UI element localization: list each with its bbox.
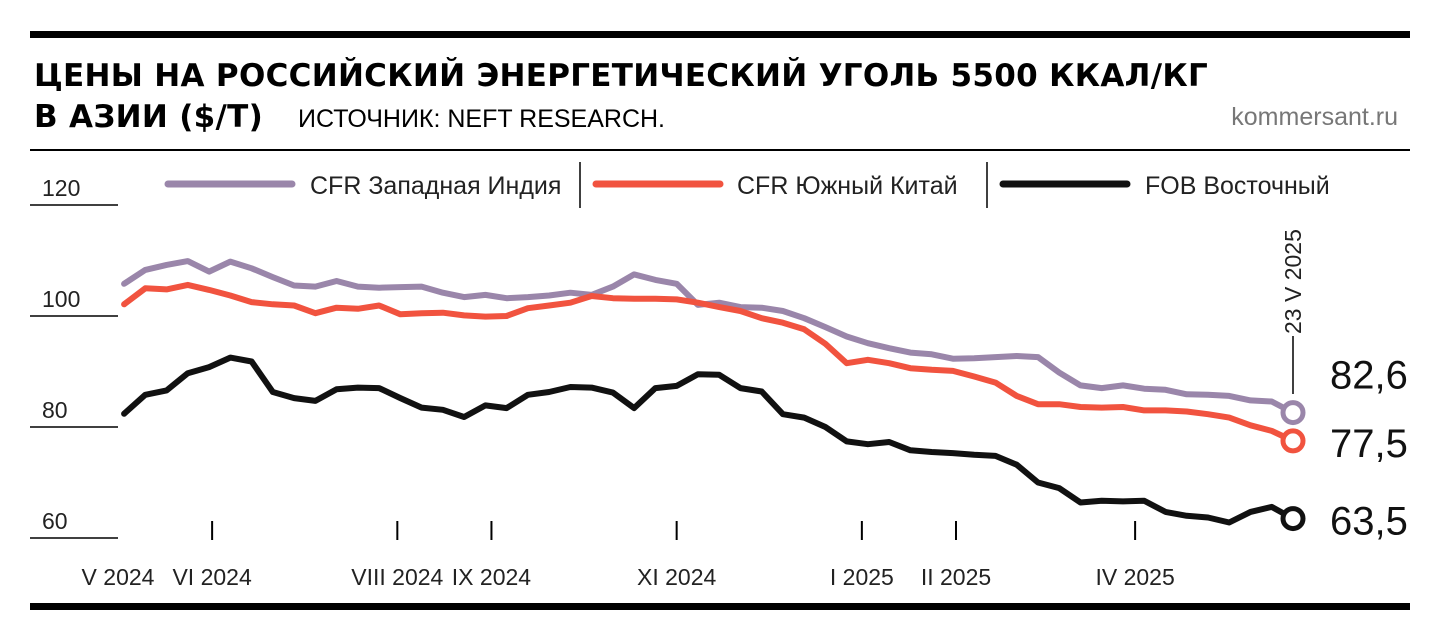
x-tick-label: IV 2025	[1095, 564, 1174, 590]
y-tick-label: 100	[42, 286, 80, 312]
series-lines: 82,6 77,5 63,5	[121, 258, 1408, 544]
x-axis: V 2024 VI 2024 VIII 2024 IX 2024 XI 2024 I 20…	[82, 521, 1175, 590]
y-axis: 60 80 100 120	[30, 175, 118, 539]
legend-label: CFR Западная Индия	[310, 172, 561, 200]
x-tick-label: VI 2024	[172, 564, 251, 590]
brand-link[interactable]: kommersant.ru	[1231, 103, 1398, 131]
legend-label: CFR Южный Китай	[737, 172, 958, 200]
y-tick-label: 120	[42, 175, 80, 201]
legend-label: FOB Восточный	[1145, 172, 1330, 200]
bottom-rule	[30, 603, 1410, 610]
x-tick-label: VIII 2024	[351, 564, 443, 590]
series-end-label: 63,5	[1330, 500, 1408, 544]
series-end-marker	[1280, 506, 1306, 532]
x-tick-label: V 2024	[82, 564, 155, 590]
series-line	[121, 281, 1296, 444]
chart-title-line-1: ЦЕНЫ НА РОССИЙСКИЙ ЭНЕРГЕТИЧЕСКИЙ УГОЛЬ …	[34, 58, 1209, 94]
x-tick-label: I 2025	[830, 564, 894, 590]
series-end-marker	[1280, 428, 1306, 454]
series-end-label: 82,6	[1330, 354, 1408, 398]
series-line	[121, 354, 1296, 526]
top-rule	[30, 31, 1410, 38]
series-line	[121, 258, 1296, 416]
series-end-label: 77,5	[1330, 422, 1408, 466]
source-note: ИСТОЧНИК: NEFT RESEARCH.	[298, 105, 666, 133]
last-date-marker: 23 V 2025	[1280, 229, 1306, 394]
x-tick-label: XI 2024	[637, 564, 716, 590]
legend: CFR Западная Индия CFR Южный Китай FOB Вос…	[164, 162, 1330, 208]
last-date-label: 23 V 2025	[1280, 229, 1306, 334]
y-tick-label: 60	[42, 508, 68, 534]
x-tick-label: II 2025	[921, 564, 991, 590]
header-divider	[30, 149, 1410, 151]
y-tick-label: 80	[42, 397, 68, 423]
x-tick-label: IX 2024	[452, 564, 531, 590]
chart-title-line-2: В АЗИИ ($/Т)	[34, 99, 264, 135]
series-end-marker	[1280, 400, 1306, 426]
